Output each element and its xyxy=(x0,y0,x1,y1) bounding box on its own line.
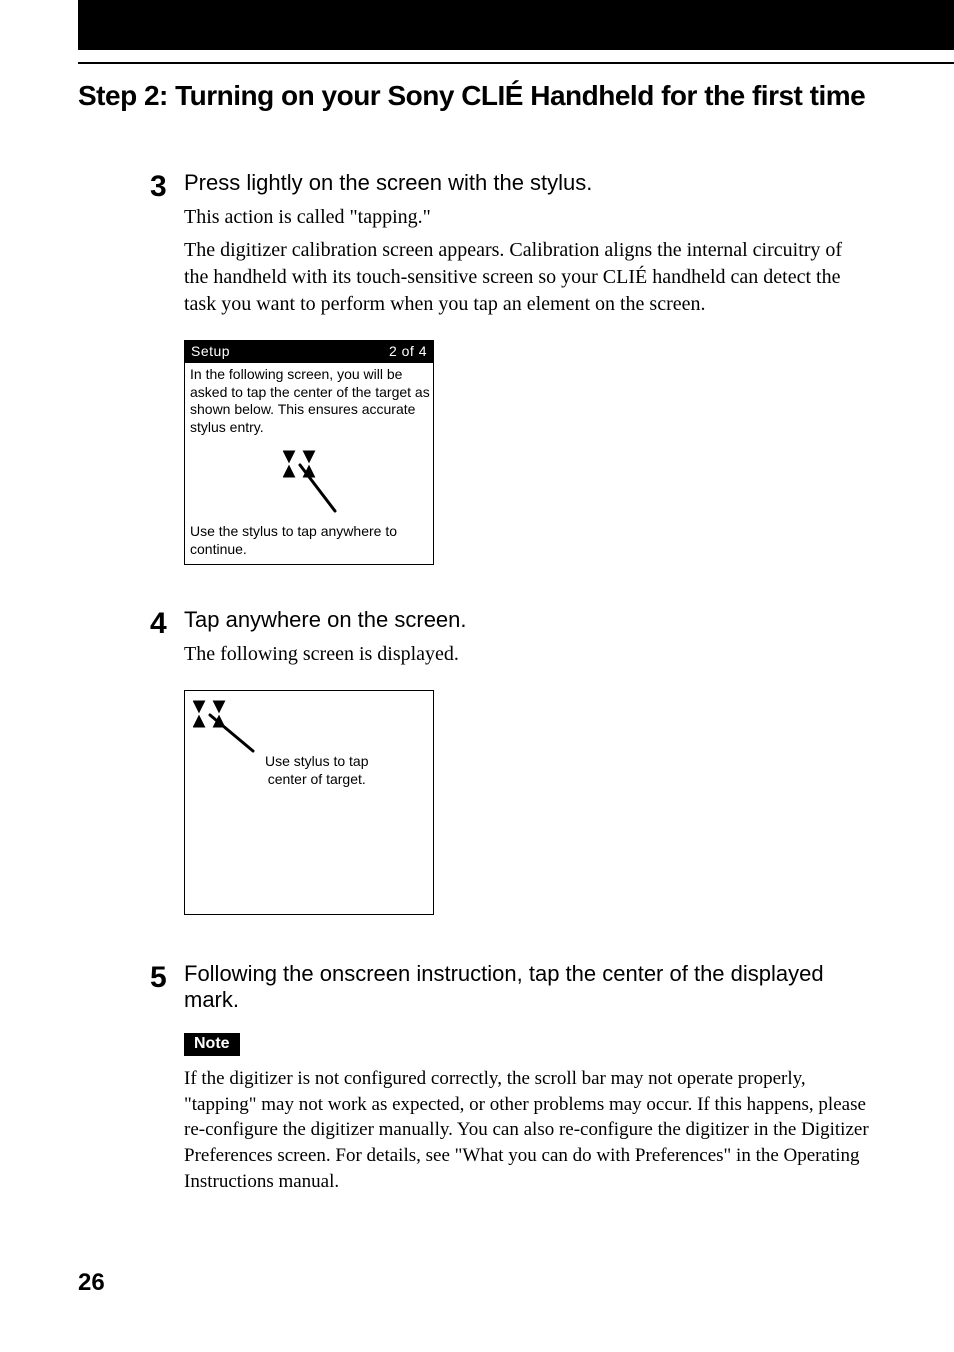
header-rule xyxy=(78,62,954,64)
screenshot-label: Use stylus to tap center of target. xyxy=(265,753,369,788)
step-title: Tap anywhere on the screen. xyxy=(184,607,870,633)
step-number: 3 xyxy=(150,172,184,202)
step-number: 5 xyxy=(150,963,184,993)
calibration-screenshot-2: Use stylus to tap center of target. xyxy=(184,690,434,915)
screenshot-header-right: 2 of 4 xyxy=(389,343,427,359)
screenshot-header-left: Setup xyxy=(191,343,230,359)
target-x-icon xyxy=(283,449,343,526)
screenshot-label-line2: center of target. xyxy=(268,771,366,787)
step-desc-line: The following screen is displayed. xyxy=(184,641,870,668)
step-3: 3 Press lightly on the screen with the s… xyxy=(150,170,870,587)
step-desc-line: The digitizer calibration screen appears… xyxy=(184,237,870,318)
step-description: This action is called "tapping." The dig… xyxy=(184,204,870,318)
step-4: 4 Tap anywhere on the screen. The follow… xyxy=(150,607,870,941)
step-body: Press lightly on the screen with the sty… xyxy=(184,170,870,587)
step-description: The following screen is displayed. xyxy=(184,641,870,668)
screenshot-body-top: In the following screen, you will be ask… xyxy=(190,366,430,436)
header-black-bar xyxy=(78,0,954,50)
note-label: Note xyxy=(184,1033,240,1056)
step-body: Following the onscreen instruction, tap … xyxy=(184,961,870,1194)
step-desc-line: This action is called "tapping." xyxy=(184,204,870,231)
page-heading: Step 2: Turning on your Sony CLIÉ Handhe… xyxy=(78,80,865,112)
page-number: 26 xyxy=(78,1269,105,1297)
note-text: If the digitizer is not configured corre… xyxy=(184,1066,870,1194)
screenshot-body-bottom: Use the stylus to tap anywhere to contin… xyxy=(190,523,430,558)
step-title: Following the onscreen instruction, tap … xyxy=(184,961,870,1013)
calibration-screenshot-1: Setup 2 of 4 In the following screen, yo… xyxy=(184,340,434,565)
target-x-icon xyxy=(193,699,263,764)
step-number: 4 xyxy=(150,609,184,639)
step-5: 5 Following the onscreen instruction, ta… xyxy=(150,961,870,1194)
screenshot-label-line1: Use stylus to tap xyxy=(265,753,369,769)
step-body: Tap anywhere on the screen. The followin… xyxy=(184,607,870,941)
step-title: Press lightly on the screen with the sty… xyxy=(184,170,870,196)
screenshot-header: Setup 2 of 4 xyxy=(185,341,433,363)
steps-container: 3 Press lightly on the screen with the s… xyxy=(150,170,870,1214)
page: Step 2: Turning on your Sony CLIÉ Handhe… xyxy=(0,0,954,1352)
